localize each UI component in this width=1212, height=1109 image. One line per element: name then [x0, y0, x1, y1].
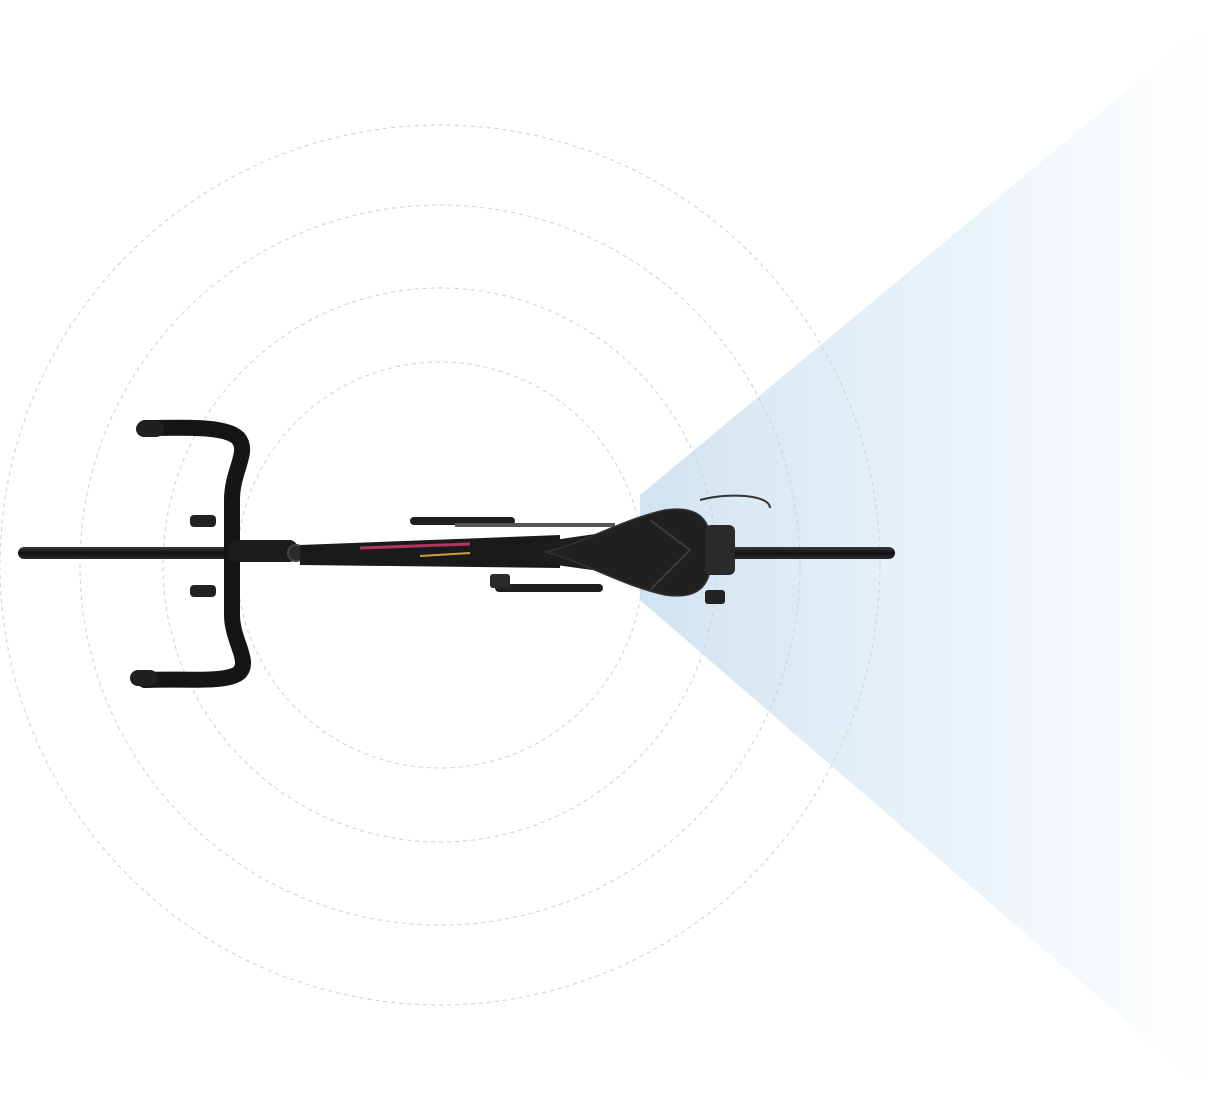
- rear-cassette: [705, 525, 735, 575]
- rear-brake-lever: [705, 590, 725, 604]
- handlebar: [137, 419, 251, 688]
- brake-hood-bottom: [190, 585, 216, 597]
- rear-tire: [690, 547, 895, 559]
- crank-bottom: [495, 584, 603, 592]
- frame-accent: [359, 542, 471, 550]
- frame-accent-2: [419, 552, 471, 557]
- stem: [228, 540, 298, 562]
- front-tire: [18, 547, 248, 559]
- top-tube: [300, 535, 560, 568]
- bike-icon: [18, 419, 895, 688]
- radar-beam: [640, 20, 1212, 1095]
- bar-end-bottom: [130, 670, 158, 686]
- brake-hood-top: [190, 515, 216, 527]
- saddle-groove: [649, 519, 692, 591]
- chain-top: [455, 523, 615, 527]
- pedal-bottom: [490, 574, 510, 588]
- radar-ring-4: [0, 124, 881, 1006]
- bar-end-top: [136, 421, 164, 437]
- rear-cable: [699, 494, 771, 509]
- radar-ring-3: [79, 204, 801, 926]
